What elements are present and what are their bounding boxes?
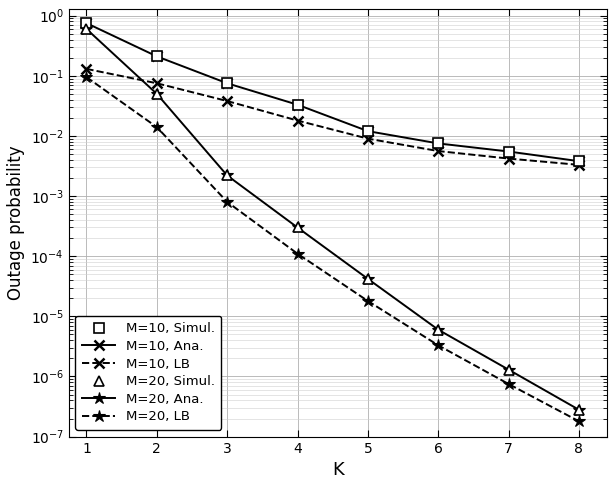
M=20, LB — [364, 298, 371, 304]
M=20, LB — [223, 199, 231, 205]
M=10, LB — [575, 162, 583, 168]
M=10, Simul. — [223, 80, 231, 86]
M=20, Simul. — [223, 173, 231, 178]
M=10, Simul. — [505, 149, 512, 155]
M=20, Ana. — [83, 26, 90, 32]
M=20, Simul. — [294, 225, 301, 230]
M=20, Ana. — [364, 276, 371, 282]
M=10, LB — [294, 118, 301, 123]
M=10, Ana. — [575, 158, 583, 164]
M=10, Simul. — [83, 20, 90, 26]
M=10, Ana. — [294, 102, 301, 107]
M=10, Simul. — [294, 102, 301, 107]
M=10, LB — [364, 136, 371, 141]
M=20, Simul. — [153, 91, 160, 97]
M=20, Ana. — [294, 225, 301, 230]
M=10, LB — [505, 156, 512, 161]
M=20, Simul. — [364, 276, 371, 282]
M=20, Simul. — [83, 26, 90, 32]
M=10, LB — [435, 148, 442, 154]
M=10, Simul. — [575, 158, 583, 164]
M=10, Simul. — [153, 53, 160, 59]
M=10, LB — [83, 66, 90, 72]
M=10, Ana. — [364, 128, 371, 134]
M=10, LB — [153, 80, 160, 86]
M=20, Ana. — [505, 367, 512, 373]
Line: M=10, Simul.: M=10, Simul. — [82, 18, 583, 166]
M=10, Simul. — [435, 140, 442, 146]
Line: M=20, LB: M=20, LB — [80, 71, 585, 428]
M=10, Ana. — [435, 140, 442, 146]
Line: M=10, Ana.: M=10, Ana. — [82, 18, 584, 166]
M=20, Simul. — [505, 367, 512, 373]
M=10, Ana. — [153, 53, 160, 59]
M=10, Ana. — [83, 20, 90, 26]
Y-axis label: Outage probability: Outage probability — [7, 145, 25, 300]
M=20, Simul. — [575, 407, 583, 413]
Line: M=10, LB: M=10, LB — [82, 64, 584, 170]
M=20, Ana. — [575, 407, 583, 413]
M=20, LB — [83, 74, 90, 80]
X-axis label: K: K — [332, 461, 344, 479]
M=20, Ana. — [153, 91, 160, 97]
M=20, LB — [153, 124, 160, 130]
M=20, Ana. — [223, 173, 231, 178]
M=10, LB — [223, 98, 231, 104]
Line: M=20, Ana.: M=20, Ana. — [80, 23, 585, 416]
M=10, Ana. — [223, 80, 231, 86]
Legend: M=10, Simul., M=10, Ana., M=10, LB, M=20, Simul., M=20, Ana., M=20, LB: M=10, Simul., M=10, Ana., M=10, LB, M=20… — [76, 316, 221, 430]
M=20, LB — [294, 251, 301, 257]
M=20, LB — [435, 343, 442, 348]
M=20, Simul. — [435, 327, 442, 332]
Line: M=20, Simul.: M=20, Simul. — [82, 24, 584, 415]
M=20, Ana. — [435, 327, 442, 332]
M=10, Ana. — [505, 149, 512, 155]
M=10, Simul. — [364, 128, 371, 134]
M=20, LB — [505, 381, 512, 387]
M=20, LB — [575, 418, 583, 424]
